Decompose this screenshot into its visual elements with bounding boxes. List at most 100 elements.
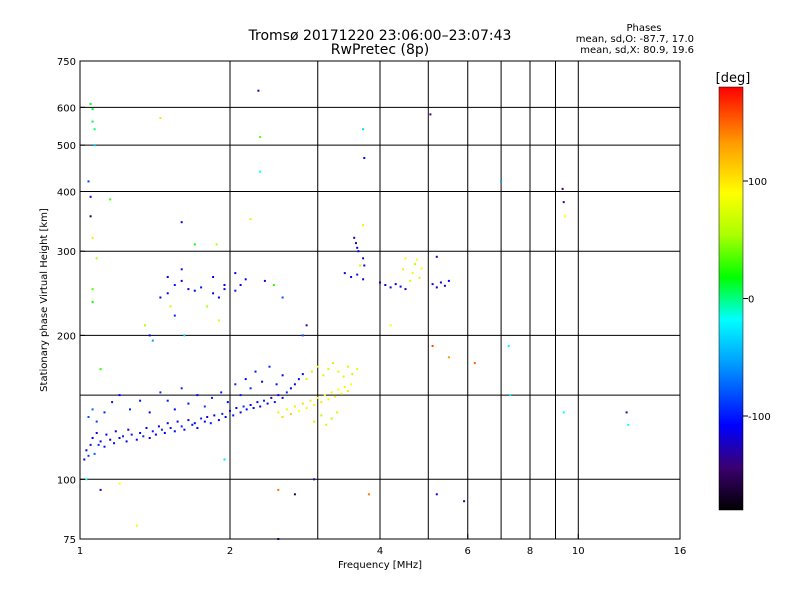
data-point: [95, 420, 98, 423]
data-point: [399, 285, 402, 288]
data-point: [224, 416, 227, 418]
data-point: [91, 288, 94, 291]
data-point: [418, 276, 421, 279]
data-point: [127, 428, 130, 431]
data-point: [118, 482, 121, 485]
data-point: [289, 387, 292, 390]
data-point: [252, 407, 255, 409]
data-point: [151, 430, 154, 433]
data-point: [305, 324, 308, 327]
data-point: [118, 394, 121, 397]
data-point: [334, 395, 337, 398]
colorbar-tick-label: 0: [748, 295, 754, 306]
data-point: [367, 493, 370, 496]
data-point: [209, 422, 212, 425]
data-point: [183, 428, 186, 431]
data-point: [362, 278, 365, 281]
data-point: [200, 286, 203, 289]
data-point: [244, 378, 247, 381]
legend-title: Phases: [626, 23, 661, 34]
data-point: [215, 243, 218, 246]
data-point: [323, 394, 326, 397]
colorbar: [718, 86, 744, 511]
data-point: [297, 409, 300, 412]
data-point: [89, 443, 92, 446]
data-point: [187, 419, 190, 422]
data-point: [200, 417, 203, 420]
data-point: [125, 440, 128, 443]
data-point: [356, 246, 359, 249]
data-point: [351, 373, 354, 376]
data-point: [420, 267, 423, 270]
data-point: [148, 411, 151, 414]
data-point: [87, 416, 90, 418]
data-point: [206, 416, 209, 418]
x-axis-ticks: 1 2 4 6 8 10 16: [77, 534, 686, 557]
data-point: [404, 288, 407, 291]
data-point: [143, 324, 146, 327]
data-point: [166, 292, 169, 295]
data-point: [293, 405, 296, 408]
data-point: [176, 420, 179, 423]
data-point: [330, 417, 333, 420]
data-point: [193, 422, 196, 425]
data-point: [347, 365, 349, 368]
data-point: [139, 432, 142, 434]
data-point: [217, 419, 220, 422]
data-point: [114, 430, 117, 433]
data-point: [394, 283, 397, 286]
data-point: [402, 268, 405, 271]
data-point: [356, 273, 359, 276]
data-point: [85, 449, 88, 452]
data-point: [435, 493, 438, 496]
data-point: [316, 365, 319, 368]
data-point: [507, 345, 510, 347]
data-point: [163, 432, 166, 434]
data-point: [429, 113, 432, 116]
data-point: [305, 407, 308, 409]
data-point: [223, 288, 226, 291]
data-point: [183, 334, 186, 337]
data-point: [242, 405, 245, 408]
chart-subtitle: RwPretec (8p): [331, 42, 429, 58]
y-tick-label: 75: [63, 535, 76, 546]
data-point: [99, 440, 102, 443]
y-tick-label: 200: [57, 331, 76, 342]
data-point: [275, 383, 278, 386]
data-point: [256, 401, 259, 404]
data-point: [293, 383, 296, 386]
x-tick-label: 2: [227, 546, 233, 557]
data-point: [91, 108, 94, 111]
data-point: [103, 445, 106, 448]
data-point: [118, 437, 121, 439]
data-point: [362, 224, 365, 227]
colorbar-tick-label: -100: [748, 412, 771, 423]
data-point: [234, 289, 237, 292]
data-point: [87, 180, 90, 183]
colorbar-ticks: 100 0 -100: [743, 177, 771, 423]
data-point: [148, 437, 151, 439]
data-point: [350, 276, 353, 278]
data-point: [159, 296, 162, 299]
data-point: [83, 458, 86, 461]
data-point: [122, 435, 124, 438]
data-point: [196, 394, 199, 397]
data-point: [268, 365, 271, 368]
colorbar-label: [deg]: [716, 71, 751, 86]
data-point: [293, 493, 296, 496]
data-point: [285, 408, 288, 411]
data-point: [203, 420, 206, 423]
data-point: [389, 324, 392, 327]
data-point: [379, 281, 381, 284]
data-point: [173, 408, 176, 411]
y-tick-label: 600: [57, 103, 76, 114]
data-point: [135, 438, 138, 441]
data-point: [416, 258, 419, 261]
data-point: [270, 396, 273, 399]
data-point: [159, 117, 162, 119]
data-point: [89, 195, 92, 198]
data-point: [337, 388, 340, 391]
data-point: [259, 405, 262, 408]
data-point: [217, 296, 220, 299]
x-tick-label: 4: [377, 546, 383, 557]
